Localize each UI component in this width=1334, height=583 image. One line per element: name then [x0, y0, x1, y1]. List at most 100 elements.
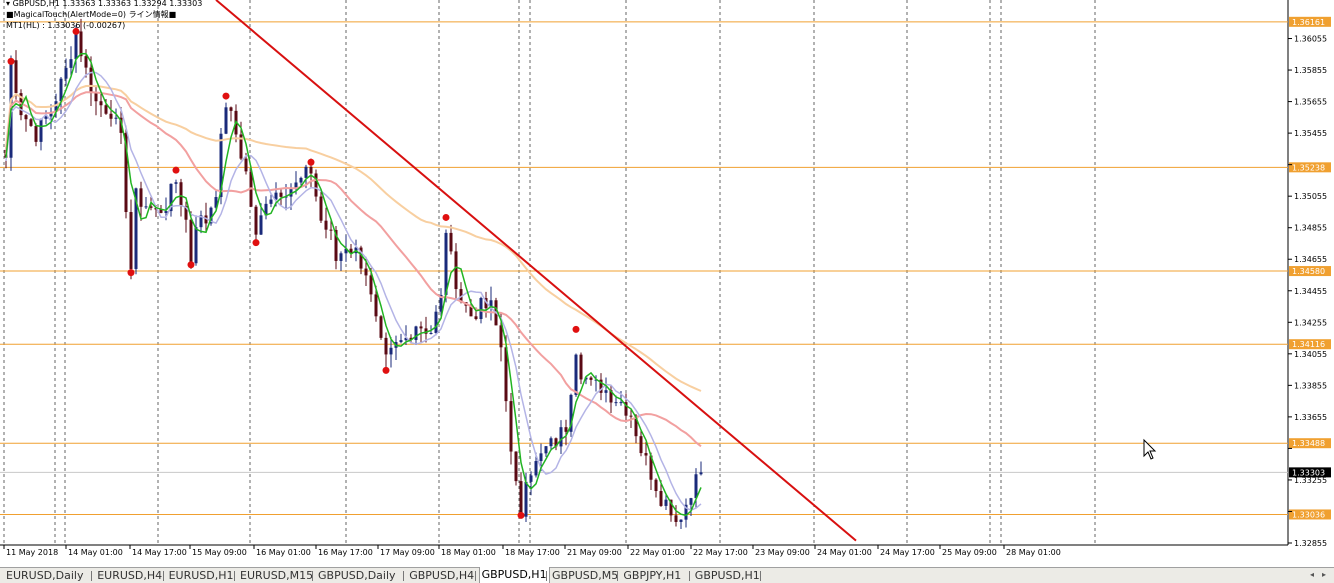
candle-body [54, 101, 58, 112]
candle-body [144, 206, 148, 208]
price-chart[interactable]: 1.36161 1.35238 1.34580 1.34116 1.33488 1.330… [0, 0, 1334, 567]
time-axis-label: 15 May 09:00 [192, 548, 247, 557]
swing-point-marker [442, 213, 450, 221]
candle-body [219, 133, 223, 198]
price-scale-label: 1.33255 [1294, 476, 1327, 485]
candle-body [199, 215, 203, 228]
candle-body [359, 247, 363, 269]
level-price-label: 1.33036 [1292, 510, 1325, 519]
chart-tab[interactable]: GBPJPY,H1 [623, 569, 682, 582]
candle-body [604, 390, 608, 393]
candle-body [674, 515, 678, 522]
candle-body [514, 451, 518, 482]
candle-body [119, 117, 123, 133]
chart-tab[interactable]: GBPUSD,H4 [409, 569, 475, 582]
candle-body [574, 354, 578, 395]
chart-tab[interactable]: GBPUSD,H1 [478, 567, 550, 583]
scroll-left-icon[interactable]: ◂ [1310, 570, 1315, 579]
trendline[interactable] [215, 0, 857, 542]
candle-body [369, 275, 373, 295]
candle-body [509, 401, 513, 452]
chart-tab[interactable]: GBPUSD,M5 [552, 569, 619, 582]
candle-body [579, 354, 583, 380]
candle-body [489, 300, 493, 309]
candle-body [504, 347, 508, 402]
candle-body [159, 209, 163, 213]
chart-tab[interactable]: EURUSD,M15 [240, 569, 314, 582]
candle-body [619, 402, 623, 404]
candle-body [24, 115, 28, 120]
candle-body [289, 188, 293, 197]
swing-point-marker [127, 269, 135, 277]
symbol-info-text: GBPUSD,H1 1.33363 1.33363 1.33294 1.3330… [12, 0, 203, 8]
candle-body [599, 379, 603, 393]
current-price-label: 1.33303 [1292, 468, 1325, 477]
level-price-label-bg [1289, 438, 1331, 449]
candle-body [559, 427, 563, 447]
mouse-cursor-icon [1143, 438, 1157, 460]
tab-separator [312, 571, 313, 581]
candle-body [649, 455, 653, 480]
time-axis-label: 16 May 01:00 [256, 548, 311, 557]
chart-tab[interactable]: EURUSD,H1 [168, 569, 234, 582]
candle-body [104, 105, 108, 114]
candle-body [684, 504, 688, 520]
chart-area[interactable]: 1.36161 1.35238 1.34580 1.34116 1.33488 1.330… [0, 0, 1334, 567]
candle-body [439, 294, 443, 312]
candle-body [349, 248, 353, 254]
time-axis-label: 11 May 2018 [6, 548, 58, 557]
time-axis-label: 14 May 01:00 [68, 548, 123, 557]
moving-average-fast [5, 52, 702, 517]
candle-body [484, 298, 488, 309]
candle-body [629, 415, 633, 417]
candle-body [79, 31, 83, 57]
tab-separator [546, 571, 547, 581]
candle-body [519, 481, 523, 517]
candle-body [279, 192, 283, 197]
candle-body [399, 340, 403, 343]
level-price-label: 1.35238 [1292, 163, 1325, 172]
mt1-info-line: MT1(HL) : 1.33036 (-0.00267) [6, 21, 125, 31]
price-scale-label: 1.34055 [1294, 350, 1327, 359]
moving-average-mid [5, 91, 702, 448]
candle-body [94, 93, 98, 102]
candle-body [374, 294, 378, 317]
price-scale-label: 1.32855 [1294, 539, 1327, 548]
candle-body [319, 196, 323, 221]
candle-body [174, 182, 178, 184]
collapse-triangle-icon[interactable]: ▾ [6, 0, 11, 8]
moving-average-slow [5, 84, 702, 392]
candle-body [134, 188, 138, 269]
candle-body [384, 337, 388, 355]
time-axis-label: 24 May 17:00 [880, 548, 935, 557]
candle-body [419, 326, 423, 329]
chart-tab[interactable]: GBPUSD,Daily [318, 569, 396, 582]
candle-body [564, 427, 568, 432]
candle-body [644, 453, 648, 456]
level-price-label: 1.34116 [1292, 340, 1325, 349]
candle-body [669, 499, 673, 516]
candle-body [364, 268, 368, 276]
chart-tab[interactable]: EURUSD,Daily [6, 569, 84, 582]
candle-body [389, 347, 393, 355]
candle-body [264, 203, 268, 216]
time-axis-label: 28 May 01:00 [1006, 548, 1061, 557]
candle-body [699, 472, 703, 475]
price-scale-label: 1.34255 [1294, 318, 1327, 327]
candle-body [609, 390, 613, 403]
candle-body [74, 31, 78, 60]
candle-body [59, 78, 63, 102]
chart-tab[interactable]: GBPUSD,H1 [694, 569, 760, 582]
candle-body [429, 332, 433, 334]
candle-body [99, 101, 103, 106]
candle-body [524, 481, 528, 517]
candle-body [69, 59, 73, 68]
level-price-label-bg [1289, 339, 1331, 350]
candle-body [324, 220, 328, 230]
time-axis-label: 16 May 17:00 [318, 548, 373, 557]
price-scale-label: 1.35455 [1294, 129, 1327, 138]
scroll-right-icon[interactable]: ▸ [1322, 570, 1327, 579]
chart-tab[interactable]: EURUSD,H4 [97, 569, 163, 582]
time-axis-label: 18 May 17:00 [505, 548, 560, 557]
candle-body [544, 446, 548, 454]
